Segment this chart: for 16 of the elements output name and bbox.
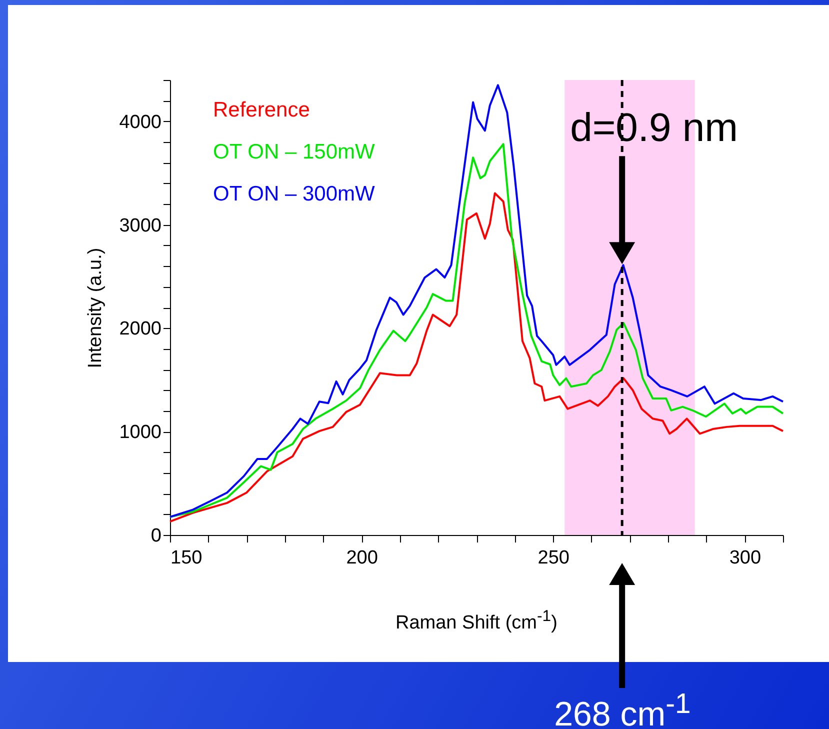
y-tick-label: 2000 (119, 318, 162, 340)
y-tick-label: 1000 (119, 422, 162, 444)
x-tick-label: 150 (170, 548, 202, 568)
text: Reference (213, 98, 310, 122)
x-tick-label: 300 (729, 548, 762, 568)
text: 268 cm$^{-1}$ (554, 688, 691, 729)
y-tick-label: 3000 (119, 215, 162, 236)
y-axis-title: Intensity (a.u.) (85, 248, 106, 368)
text: OT ON – 150mW (213, 140, 375, 164)
y-tick-label: 0 (150, 526, 162, 546)
y-tick-label: 4000 (119, 112, 162, 133)
x-axis-title: Raman Shift (cm$^{-1}$) (396, 608, 558, 634)
x-tick-label: 250 (538, 548, 570, 568)
x-tick-label: 200 (346, 548, 378, 568)
text: OT ON – 300mW (213, 182, 375, 206)
annotation: d=0.9 nm (570, 106, 738, 152)
